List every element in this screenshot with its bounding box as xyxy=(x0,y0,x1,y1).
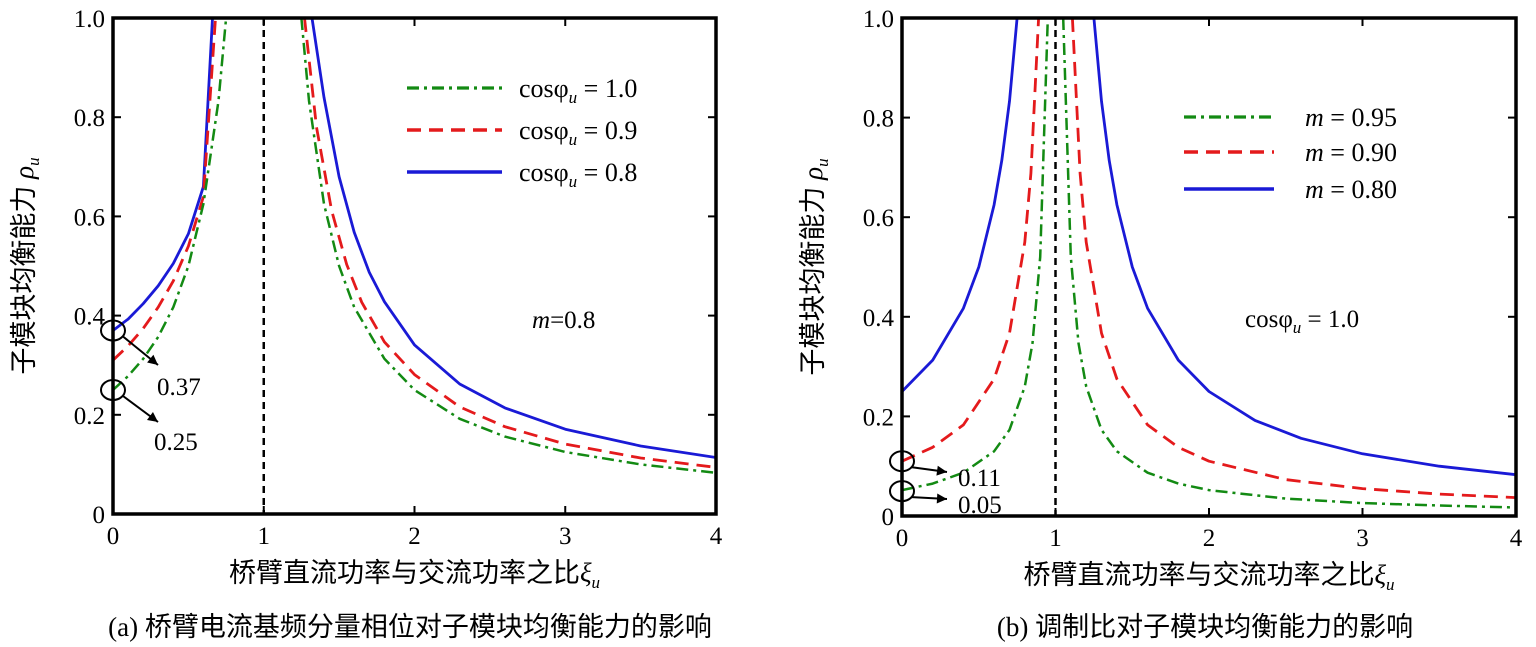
series-line-2-left xyxy=(902,18,1040,463)
callout-circle xyxy=(889,450,915,473)
series-line-3-left xyxy=(113,18,214,332)
series-line-1-left xyxy=(902,18,1050,492)
callout-circle xyxy=(100,379,126,401)
y-tick-label: 0.2 xyxy=(863,404,894,431)
x-tick-label: 4 xyxy=(1510,525,1523,552)
y-tick-label: 0.8 xyxy=(863,106,894,133)
series-line-2-left xyxy=(113,18,217,362)
x-tick-label: 4 xyxy=(710,523,723,550)
y-tick-label: 1.0 xyxy=(863,6,894,33)
y-tick-label: 0 xyxy=(93,502,106,529)
legend: cosφu = 1.0 cosφu = 0.9 cosφu = 0.8 xyxy=(407,74,637,191)
legend-label-2: cosφu = 0.9 xyxy=(519,116,637,149)
series-line-3-left xyxy=(902,18,1019,393)
callout-arrowhead xyxy=(146,412,158,422)
legend-label-1: cosφu = 1.0 xyxy=(519,74,637,107)
series-line-3-right xyxy=(1092,18,1516,477)
y-tick-label: 0.6 xyxy=(863,205,894,232)
parameter-note: cosφu = 1.0 xyxy=(1245,306,1359,337)
callout-label: 0.05 xyxy=(958,492,1002,519)
x-axis-label: 桥臂直流功率与交流功率之比ξu xyxy=(1023,560,1394,594)
x-tick-label: 3 xyxy=(1356,525,1369,552)
series-line-2-right xyxy=(1071,18,1516,499)
figure-caption: (a) 桥臂电流基频分量相位对子模块均衡能力的影响 xyxy=(108,612,712,642)
y-tick-label: 0.2 xyxy=(74,403,105,430)
callout-label: 0.25 xyxy=(154,429,198,456)
legend-label-1: m = 0.95 xyxy=(1305,103,1397,132)
x-tick-label: 1 xyxy=(1049,525,1062,552)
figure-caption: (b) 调制比对子模块均衡能力的影响 xyxy=(997,612,1413,642)
callout-arrowhead xyxy=(147,354,158,365)
legend: m = 0.95 m = 0.90 m = 0.80 xyxy=(1184,103,1397,204)
x-tick-label: 2 xyxy=(1203,525,1216,552)
chart-panel-a: 0 1 2 3 4 0 0.2 0.4 0.6 0.8 1.0 桥臂直流功率与交流功率之比ξu 子模块均… xyxy=(9,6,723,642)
series-line-1-right xyxy=(1061,18,1516,509)
legend-label-2: m = 0.90 xyxy=(1305,138,1397,167)
x-tick-label: 3 xyxy=(559,523,572,550)
x-tick-label: 0 xyxy=(896,525,909,552)
y-axis-label: 子模块均衡能力 ρu xyxy=(798,158,832,375)
legend-label-3: m = 0.80 xyxy=(1305,175,1397,204)
x-axis-label: 桥臂直流功率与交流功率之比ξu xyxy=(229,558,600,592)
y-tick-label: 0 xyxy=(882,504,895,531)
y-tick-label: 0.4 xyxy=(863,305,895,332)
callout-arrowhead xyxy=(936,493,947,504)
callout-label: 0.11 xyxy=(958,465,1001,492)
y-tick-label: 0.6 xyxy=(74,204,105,231)
chart-panel-b: 0 1 2 3 4 0 0.2 0.4 0.6 0.8 1.0 桥臂直流功率与交流功率之比ξu 子模块均… xyxy=(798,6,1523,642)
callout-arrowhead xyxy=(936,465,947,476)
callout-circle xyxy=(100,319,126,342)
parameter-note: m=0.8 xyxy=(532,307,595,334)
legend-label-3: cosφu = 0.8 xyxy=(519,158,637,191)
y-tick-label: 0.8 xyxy=(74,105,105,132)
series-line-3-right xyxy=(310,18,716,459)
callout-circle xyxy=(889,480,915,503)
plot-frame xyxy=(900,16,1518,518)
x-tick-label: 1 xyxy=(258,523,271,550)
y-axis-label: 子模块均衡能力 ρu xyxy=(9,157,43,374)
callout-label: 0.37 xyxy=(157,374,201,401)
y-tick-label: 1.0 xyxy=(74,6,105,33)
series-line-1-right xyxy=(300,18,716,475)
x-tick-label: 0 xyxy=(107,523,120,550)
y-tick-label: 0.4 xyxy=(74,304,106,331)
series-line-1-left xyxy=(113,18,228,391)
x-tick-label: 2 xyxy=(408,523,421,550)
series-line-2-right xyxy=(303,18,716,469)
